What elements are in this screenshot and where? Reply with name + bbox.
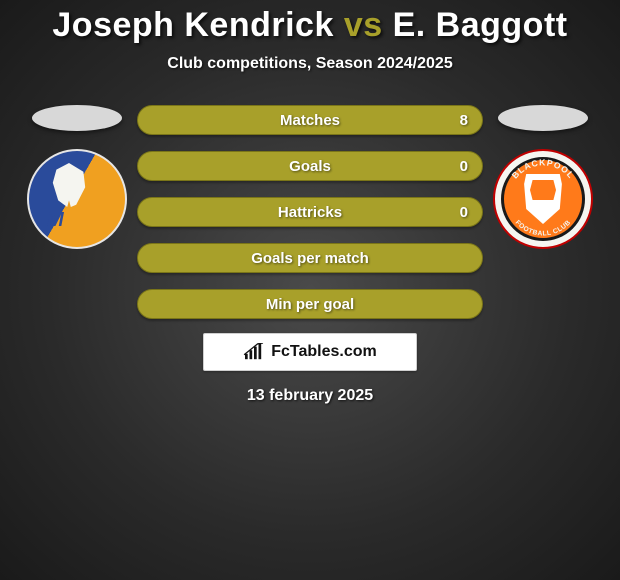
stat-label: Hattricks (278, 204, 342, 221)
date-label: 13 february 2025 (247, 387, 373, 405)
crest-right-inner (501, 157, 585, 241)
main-row: Matches 8 Goals 0 Hattricks 0 Goals per … (0, 105, 620, 319)
vs-label: vs (344, 6, 383, 44)
stat-bar-matches: Matches 8 (137, 105, 483, 135)
player1-name: Joseph Kendrick (52, 6, 333, 44)
bar-chart-icon (243, 343, 265, 361)
stat-bar-goals-per-match: Goals per match (137, 243, 483, 273)
branding-text: FcTables.com (271, 343, 377, 361)
club-crest-left (27, 149, 127, 249)
player1-shadow-ellipse (32, 105, 122, 131)
stat-bar-goals: Goals 0 (137, 151, 483, 181)
subtitle: Club competitions, Season 2024/2025 (167, 55, 452, 73)
stat-label: Goals (289, 158, 331, 175)
branding-box: FcTables.com (203, 333, 417, 371)
stat-label: Matches (280, 112, 340, 129)
stat-bar-hattricks: Hattricks 0 (137, 197, 483, 227)
stat-label: Min per goal (266, 296, 354, 313)
stat-label: Goals per match (251, 250, 369, 267)
stat-right-value: 0 (460, 158, 468, 175)
stat-right-value: 8 (460, 112, 468, 129)
comparison-card: Joseph Kendrick vs E. Baggott Club compe… (0, 0, 620, 405)
left-side (17, 105, 137, 249)
player2-name: E. Baggott (393, 6, 568, 44)
club-crest-right: BLACKPOOL FOOTBALL CLUB (493, 149, 593, 249)
stat-bars: Matches 8 Goals 0 Hattricks 0 Goals per … (137, 105, 483, 319)
stat-right-value: 0 (460, 204, 468, 221)
crest-right-shield (522, 174, 564, 224)
page-title: Joseph Kendrick vs E. Baggott (52, 6, 567, 45)
player2-shadow-ellipse (498, 105, 588, 131)
right-side: BLACKPOOL FOOTBALL CLUB (483, 105, 603, 249)
stat-bar-min-per-goal: Min per goal (137, 289, 483, 319)
